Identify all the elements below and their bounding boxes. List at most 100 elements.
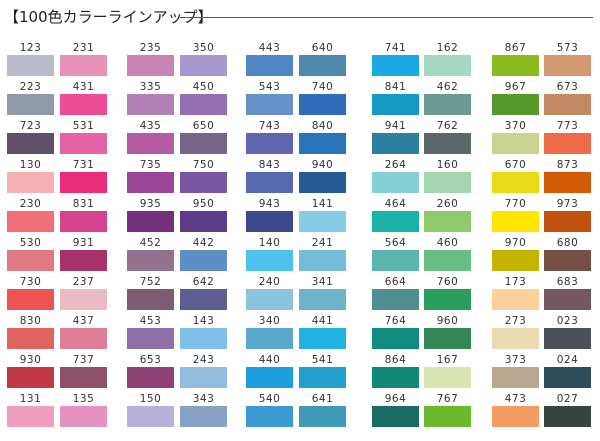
color-swatch — [424, 211, 471, 232]
color-code-label: 123 — [19, 42, 42, 54]
page-title: 【100色カラーラインアップ】 — [4, 8, 213, 26]
color-column: 741 841 941 264 464 564 664 764 864 964 — [372, 42, 419, 432]
color-code-label: 440 — [258, 354, 281, 366]
color-swatch-item: 150 — [127, 393, 174, 432]
color-swatch-item: 543 — [246, 81, 293, 120]
color-swatch — [60, 172, 107, 193]
color-swatch — [60, 94, 107, 115]
color-swatch — [246, 133, 293, 154]
color-swatch — [299, 250, 346, 271]
color-swatch-item: 473 — [492, 393, 539, 432]
color-code-label: 973 — [556, 198, 579, 210]
color-code-label: 241 — [311, 237, 334, 249]
color-code-label: 967 — [504, 81, 527, 93]
color-swatch-item: 453 — [127, 315, 174, 354]
color-code-label: 873 — [556, 159, 579, 171]
color-code-label: 664 — [384, 276, 407, 288]
color-swatch-item: 464 — [372, 198, 419, 237]
color-swatch — [299, 211, 346, 232]
color-swatch — [492, 211, 539, 232]
color-code-label: 464 — [384, 198, 407, 210]
color-swatch-item: 773 — [544, 120, 591, 159]
color-swatch-item: 760 — [424, 276, 471, 315]
color-code-label: 683 — [556, 276, 579, 288]
color-swatch — [180, 406, 227, 427]
color-code-label: 462 — [436, 81, 459, 93]
color-code-label: 840 — [311, 120, 334, 132]
color-swatch — [246, 250, 293, 271]
color-swatch-item: 950 — [180, 198, 227, 237]
color-swatch-item: 680 — [544, 237, 591, 276]
color-code-label: 653 — [139, 354, 162, 366]
color-swatch-item: 750 — [180, 159, 227, 198]
color-code-label: 223 — [19, 81, 42, 93]
color-swatch-item: 970 — [492, 237, 539, 276]
color-swatch-item: 735 — [127, 159, 174, 198]
color-code-label: 543 — [258, 81, 281, 93]
color-code-label: 931 — [72, 237, 95, 249]
color-swatch-item: 967 — [492, 81, 539, 120]
color-swatch-item: 231 — [60, 42, 107, 81]
color-swatch — [180, 250, 227, 271]
color-swatch-item: 235 — [127, 42, 174, 81]
color-code-label: 237 — [72, 276, 95, 288]
color-swatch-item: 370 — [492, 120, 539, 159]
color-swatch-item: 462 — [424, 81, 471, 120]
color-column: 231 431 531 731 831 931 237 437 737 135 — [60, 42, 107, 432]
color-swatch — [492, 289, 539, 310]
color-swatch — [299, 328, 346, 349]
color-code-label: 160 — [436, 159, 459, 171]
color-swatch — [246, 55, 293, 76]
color-code-label: 864 — [384, 354, 407, 366]
color-code-label: 640 — [311, 42, 334, 54]
color-code-label: 650 — [192, 120, 215, 132]
color-swatch — [299, 55, 346, 76]
color-code-label: 943 — [258, 198, 281, 210]
color-swatch-item: 350 — [180, 42, 227, 81]
color-code-label: 737 — [72, 354, 95, 366]
color-swatch-item: 460 — [424, 237, 471, 276]
color-swatch-item: 240 — [246, 276, 293, 315]
color-swatch — [127, 172, 174, 193]
color-swatch — [372, 289, 419, 310]
color-swatch — [372, 406, 419, 427]
color-swatch-item: 642 — [180, 276, 227, 315]
color-swatch-item: 123 — [7, 42, 54, 81]
color-swatch — [372, 133, 419, 154]
color-swatch-item: 273 — [492, 315, 539, 354]
color-swatch — [60, 289, 107, 310]
color-code-label: 027 — [556, 393, 579, 405]
color-swatch-item: 440 — [246, 354, 293, 393]
color-swatch — [544, 406, 591, 427]
color-code-label: 950 — [192, 198, 215, 210]
color-swatch-item: 437 — [60, 315, 107, 354]
color-code-label: 431 — [72, 81, 95, 93]
color-swatch-item: 930 — [7, 354, 54, 393]
color-swatch-item: 670 — [492, 159, 539, 198]
color-swatch-item: 770 — [492, 198, 539, 237]
color-swatch-item: 173 — [492, 276, 539, 315]
color-swatch — [127, 328, 174, 349]
color-code-label: 680 — [556, 237, 579, 249]
color-code-label: 867 — [504, 42, 527, 54]
color-swatch-item: 935 — [127, 198, 174, 237]
color-swatch — [246, 367, 293, 388]
color-swatch — [7, 406, 54, 427]
color-swatch — [7, 250, 54, 271]
color-swatch-item: 162 — [424, 42, 471, 81]
color-swatch-item: 373 — [492, 354, 539, 393]
color-swatch — [299, 367, 346, 388]
color-swatch-item: 864 — [372, 354, 419, 393]
color-swatch — [127, 367, 174, 388]
color-swatch-item: 683 — [544, 276, 591, 315]
color-code-label: 541 — [311, 354, 334, 366]
color-code-label: 723 — [19, 120, 42, 132]
color-swatch — [60, 406, 107, 427]
color-column: 867 967 370 670 770 970 173 273 373 473 — [492, 42, 539, 432]
color-swatch-item: 241 — [299, 237, 346, 276]
color-swatch — [246, 328, 293, 349]
color-code-label: 964 — [384, 393, 407, 405]
color-swatch — [372, 328, 419, 349]
color-code-label: 760 — [436, 276, 459, 288]
color-swatch — [372, 367, 419, 388]
